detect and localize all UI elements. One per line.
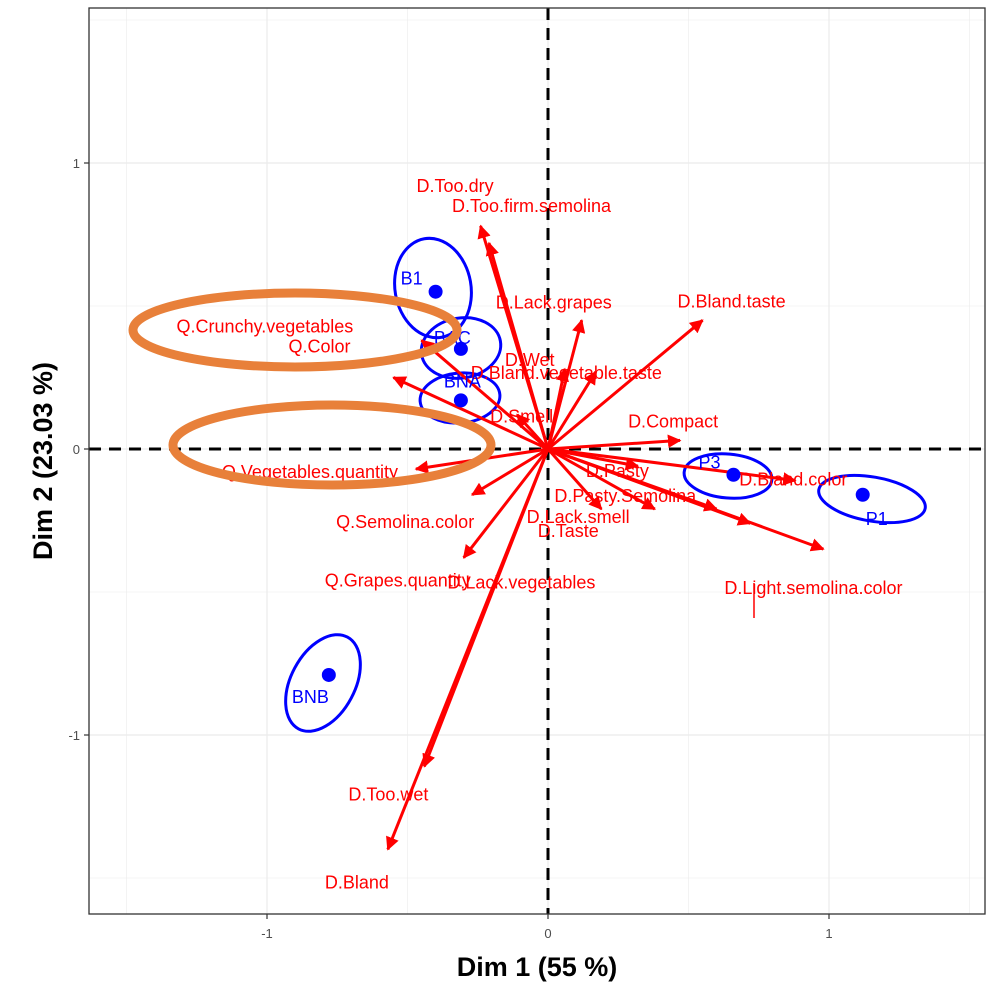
vector-d-compact [547, 434, 682, 451]
highlight-annotations [128, 288, 496, 490]
vector-label-q-color: Q.Color [288, 337, 350, 357]
highlight-vegetables-quantity [168, 400, 496, 490]
vector-label-d-lack-smell: D.Lack.smell [527, 507, 630, 527]
point-p1 [855, 487, 870, 502]
vector-q-semolina-color [470, 447, 549, 497]
vector-label-d-bland-color: D.Bland.color [739, 469, 847, 489]
vector-label-d-lack-vegetables: D.Lack.vegetables [447, 572, 595, 592]
vector-d-lack-vegetables [547, 447, 752, 526]
vector-label-d-light-semolina-color: D.Light.semolina.color [724, 578, 902, 598]
product-label-bnb: BNB [292, 687, 329, 707]
product-label-p1: P1 [866, 509, 888, 529]
vector-label-d-taste: D.Taste [538, 521, 599, 541]
vector-label-d-wet: D.Wet [505, 350, 555, 370]
x-tick-label: -1 [261, 926, 273, 941]
variable-vectors [386, 224, 825, 851]
vector-d-wet [546, 367, 569, 450]
product-label-p3: P3 [698, 453, 720, 473]
plot-panel-border [88, 7, 986, 915]
vector-label-d-compact: D.Compact [628, 411, 718, 431]
point-b1 [428, 284, 443, 299]
vector-d-too-firm-semolina [485, 241, 550, 450]
reference-lines [89, 8, 985, 914]
ellipse-p3 [682, 452, 774, 500]
vector-label-d-lack-grapes: D.Lack.grapes [496, 292, 612, 312]
vector-q-color [392, 376, 549, 451]
vector-label-d-pasty-semolina: D.Pasty.Semolina [554, 486, 697, 506]
vector-d-smell [515, 413, 550, 451]
vector-d-bland [386, 448, 550, 851]
vector-label-d-pasty: D.Pasty [586, 461, 649, 481]
product-points [321, 284, 870, 682]
vector-label-q-grapes-quantity: Q.Grapes.quantity [325, 571, 471, 591]
vector-d-bland-taste [547, 319, 704, 451]
vector-label-d-too-dry: D.Too.dry [417, 176, 494, 196]
vector-label-d-bland-taste: D.Bland.taste [678, 291, 786, 311]
point-bac [453, 341, 468, 356]
vector-d-bland-color [547, 447, 797, 486]
vector-label-q-semolina-color: Q.Semolina.color [336, 512, 474, 532]
vector-q-crunchy-vegetables [420, 339, 549, 451]
vector-q-grapes-quantity [462, 448, 550, 559]
vector-label-d-too-firm-semolina: D.Too.firm.semolina [452, 196, 612, 216]
vector-d-taste [547, 447, 656, 511]
y-tick-label: 0 [73, 442, 80, 457]
y-tick-label: -1 [68, 728, 80, 743]
vector-label-d-bland: D.Bland [325, 872, 389, 892]
point-p3 [726, 467, 741, 482]
ellipse-p1 [817, 473, 927, 525]
vector-label-q-crunchy-vegetables: Q.Crunchy.vegetables [177, 316, 354, 336]
point-bna [453, 393, 468, 408]
product-label-b1: B1 [401, 269, 423, 289]
vector-label-d-smell: D.Smell [490, 407, 553, 427]
vector-label-d-too-wet: D.Too.wet [348, 784, 428, 804]
x-axis-title: Dim 1 (55 %) [457, 952, 618, 982]
product-label-bna: BNA [444, 371, 481, 391]
vector-d-bland-vegetable-taste [546, 370, 598, 450]
axis-ticks: -1 0 1 -1 0 1 [68, 156, 832, 941]
y-tick-label: 1 [73, 156, 80, 171]
point-bnb [321, 667, 336, 682]
ellipse-bnb [284, 633, 362, 733]
vector-label-d-bland-vegetable-taste: D.Bland.vegetable.taste [471, 363, 662, 383]
x-tick-label: 0 [544, 926, 551, 941]
highlight-crunchy-vegetables [128, 288, 462, 372]
x-tick-label: 1 [825, 926, 832, 941]
vector-d-pasty-semolina [546, 448, 603, 511]
y-axis-title: Dim 2 (23.03 %) [28, 362, 58, 560]
ellipse-b1 [393, 236, 473, 340]
